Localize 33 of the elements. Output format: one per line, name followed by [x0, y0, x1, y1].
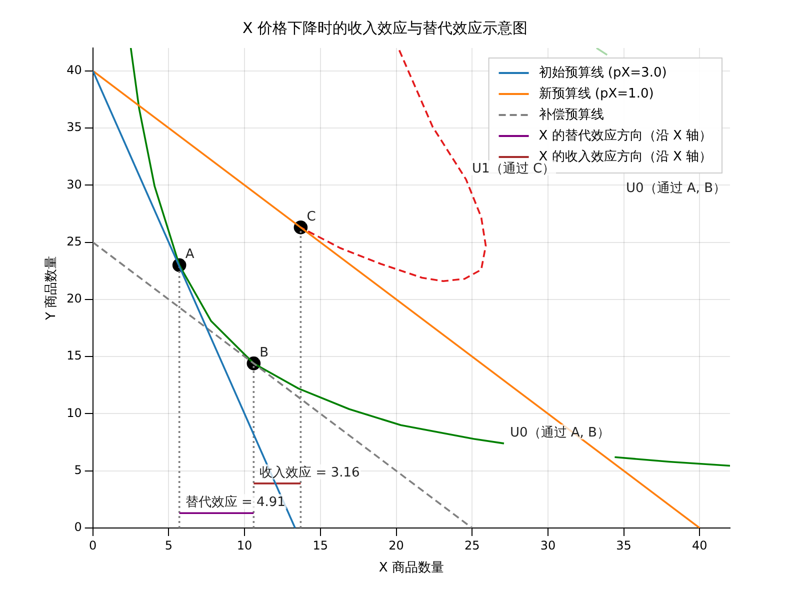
y-tick-label: 35: [66, 120, 82, 134]
y-tick-label: 20: [66, 292, 82, 306]
annotation: U0（通过 A, B）: [510, 425, 610, 440]
x-tick-label: 0: [89, 538, 97, 552]
legend-label: X 的替代效应方向（沿 X 轴）: [538, 127, 712, 144]
x-tick-label: 20: [388, 538, 404, 552]
x-tick-label: 35: [616, 538, 632, 552]
x-tick-label: 15: [312, 538, 328, 552]
x-tick-label: 25: [464, 538, 480, 552]
chart-title: X 价格下降时的收入效应与替代效应示意图: [242, 18, 528, 37]
annotation: B: [260, 345, 269, 360]
x-tick-label: 40: [692, 538, 708, 552]
y-tick-label: 40: [66, 62, 82, 77]
x-tick-label: 5: [164, 538, 173, 552]
annotation: U0（通过 A, B）: [626, 180, 726, 196]
annotation: A: [185, 247, 194, 262]
y-tick-label: 15: [66, 348, 82, 363]
legend-label: 新预算线 (pX=1.0): [538, 86, 654, 102]
y-tick-label: 0: [74, 520, 82, 534]
x-axis-title: X 商品数量: [378, 560, 444, 576]
annotation: U1（通过 C）: [472, 161, 556, 176]
x-tick-label: 30: [540, 538, 556, 552]
y-tick-label: 5: [74, 462, 82, 477]
y-tick-label: 30: [66, 177, 82, 192]
y-axis-title: Y 商品数量: [44, 256, 60, 322]
x-tick-label: 10: [236, 538, 252, 552]
annotation: 替代效应 = 4.91: [185, 494, 286, 510]
y-tick-label: 10: [66, 406, 82, 420]
legend-label: 初始预算线 (pX=3.0): [538, 65, 667, 80]
legend-label: 补偿预算线: [538, 107, 604, 122]
annotation: C: [306, 209, 316, 224]
y-tick-label: 25: [66, 234, 82, 248]
annotation: 收入效应 = 3.16: [260, 464, 360, 480]
